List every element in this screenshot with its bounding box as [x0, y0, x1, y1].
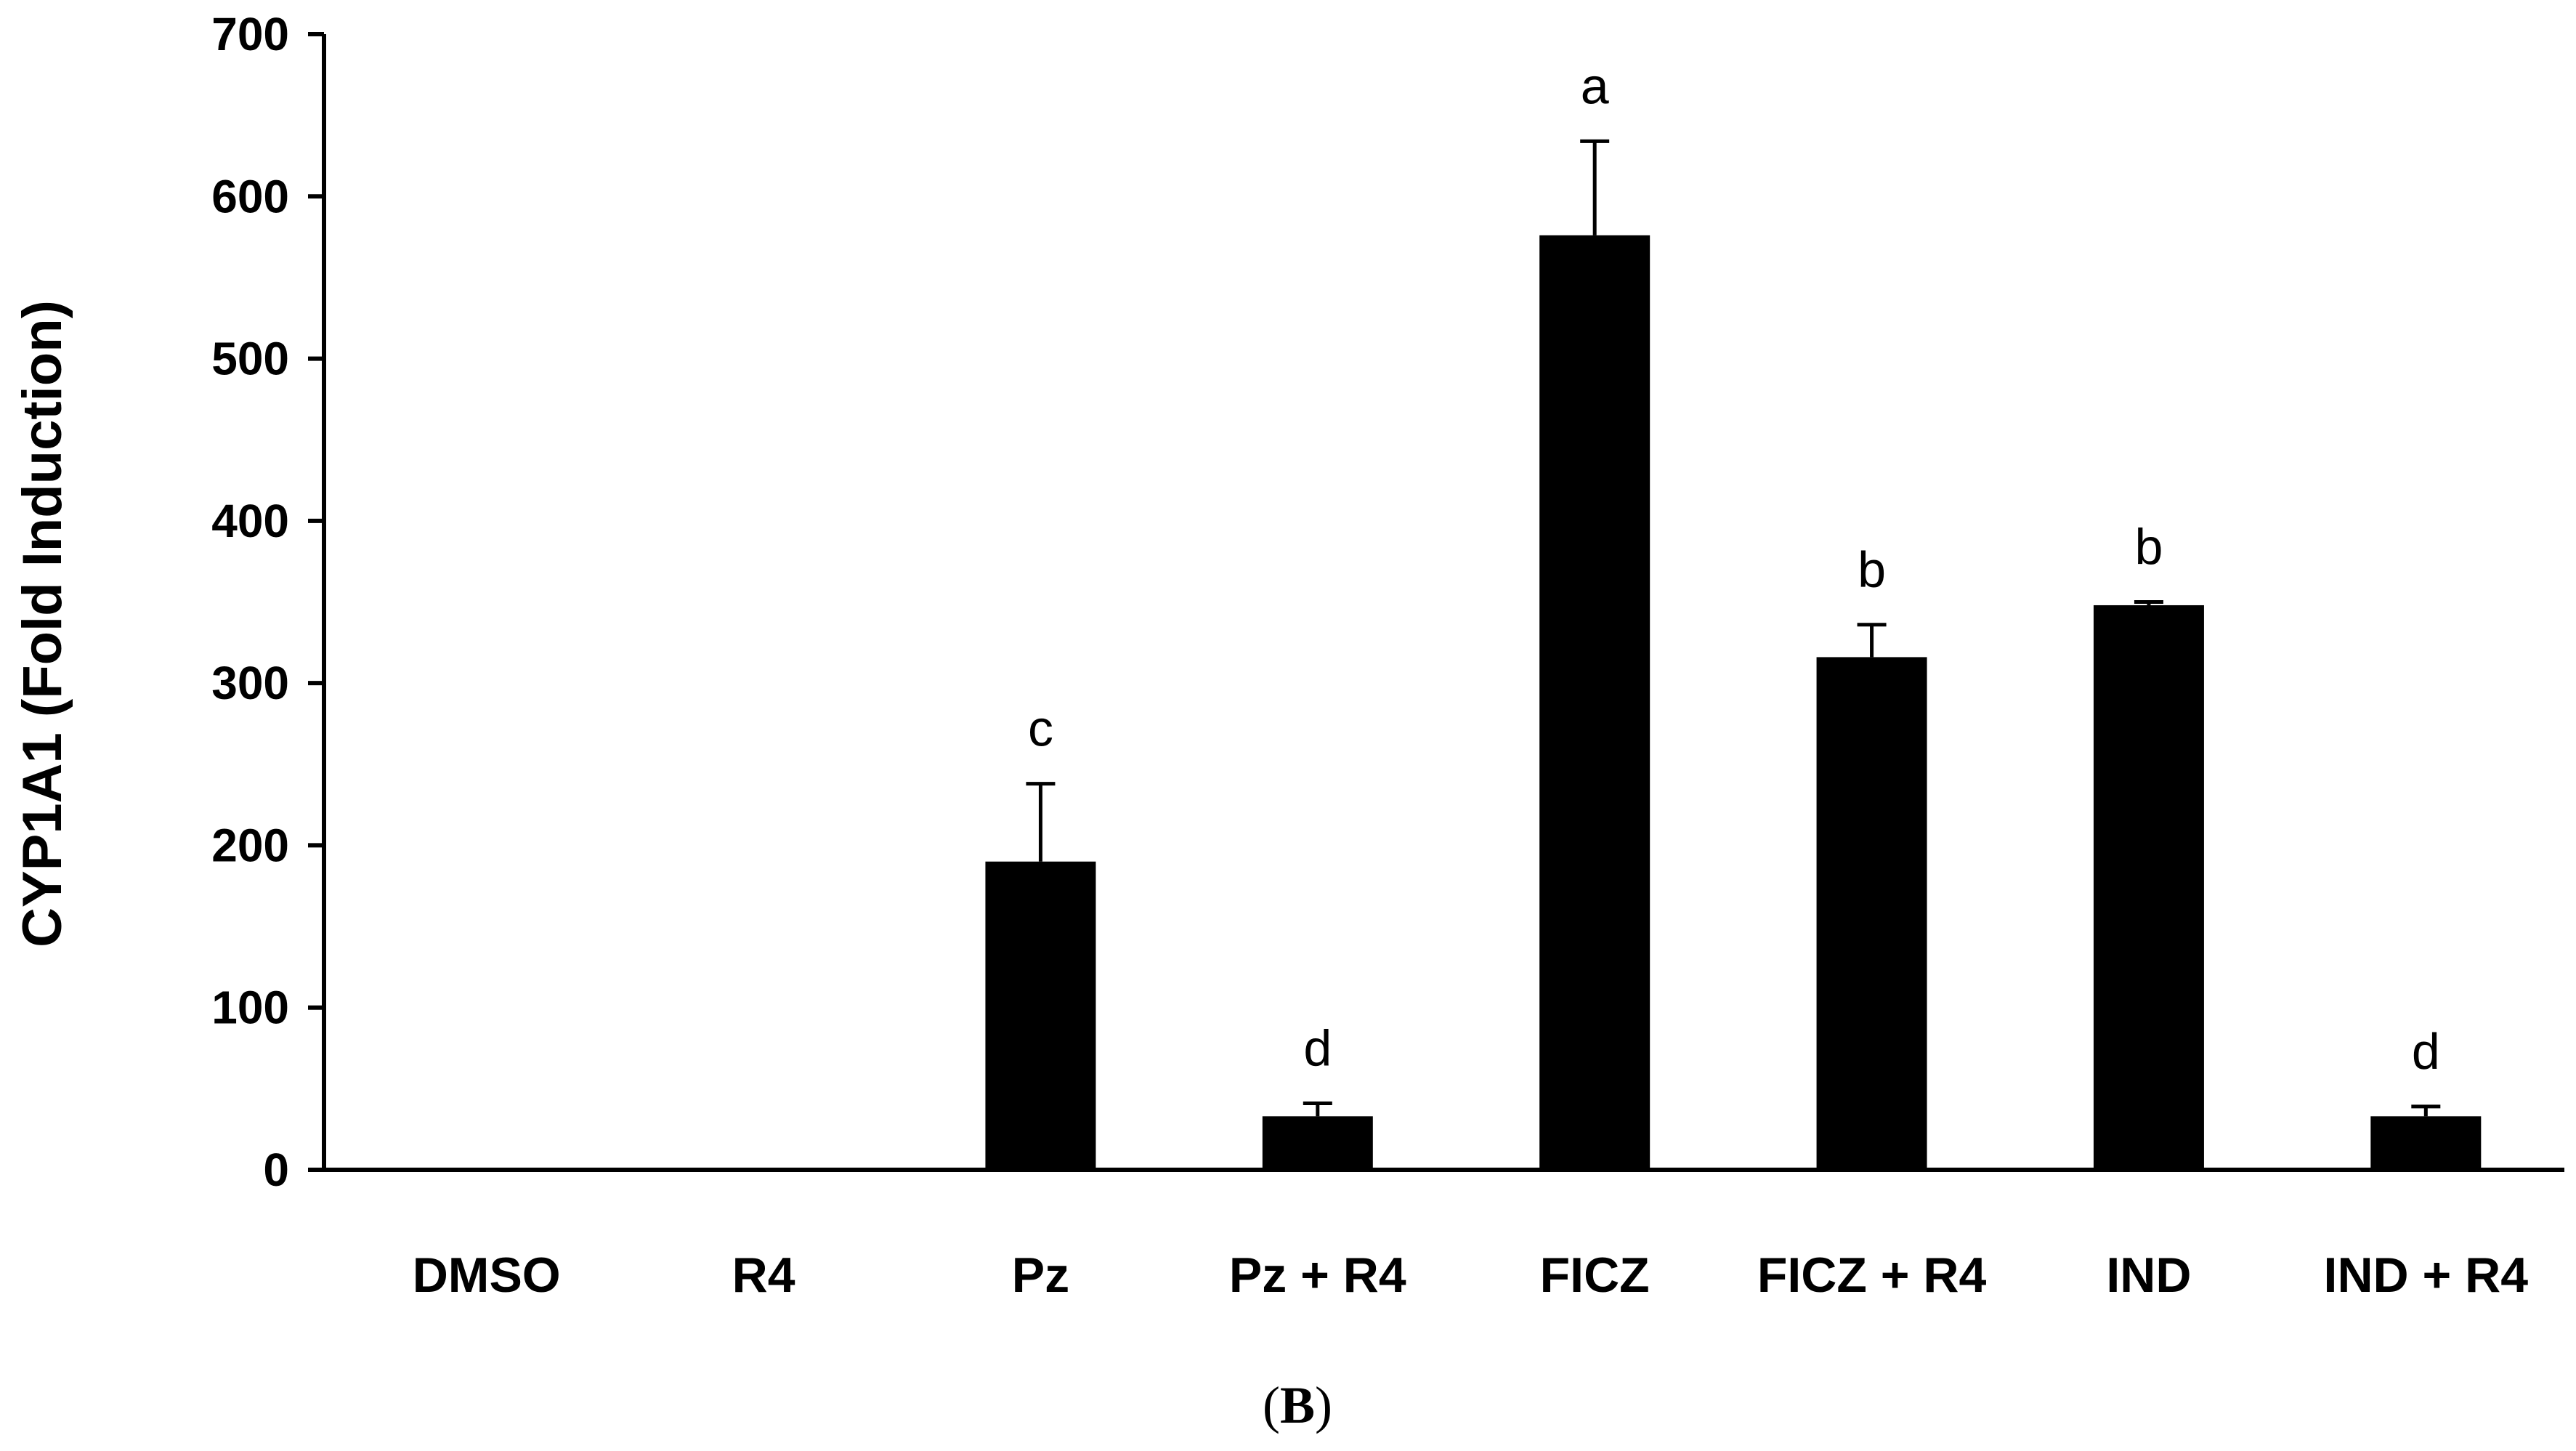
panel-label-letter: B	[1280, 1376, 1315, 1434]
significance-letter: d	[1303, 1019, 1332, 1076]
category-label: IND	[2106, 1248, 2191, 1303]
y-tick-label: 500	[211, 333, 289, 385]
significance-letter: b	[1858, 541, 1886, 598]
significance-letter: d	[2412, 1023, 2440, 1080]
category-label: FICZ + R4	[1757, 1248, 1987, 1303]
bar	[1816, 657, 1927, 1170]
category-label: R4	[732, 1248, 795, 1303]
y-tick-label: 0	[263, 1144, 289, 1196]
bar	[1539, 235, 1650, 1171]
y-axis-label: CYP1A1 (Fold Induction)	[12, 300, 73, 947]
category-labels: DMSO R4 Pz Pz + R4 FICZ FICZ + R4 IND IND + R4	[413, 1248, 2529, 1303]
significance-letters: c d a b b d	[1028, 57, 2440, 1080]
panel-label-open: (	[1263, 1376, 1280, 1434]
y-tick-label: 400	[211, 495, 289, 547]
bar	[2093, 605, 2204, 1170]
category-label: Pz + R4	[1229, 1248, 1406, 1303]
y-axis: 0 100 200 300 400 500 600 700	[211, 8, 2564, 1196]
panel-label: (B)	[1263, 1376, 1332, 1434]
significance-letter: a	[1581, 57, 1609, 114]
y-tick-label: 200	[211, 819, 289, 871]
y-tick-label: 300	[211, 657, 289, 709]
category-label: IND + R4	[2324, 1248, 2529, 1303]
bar	[985, 861, 1096, 1170]
error-bars	[1026, 139, 2441, 1117]
bars	[985, 235, 2482, 1171]
significance-letter: b	[2134, 519, 2163, 575]
y-tick-label: 700	[211, 8, 289, 60]
category-label: FICZ	[1540, 1248, 1650, 1303]
panel-label-close: )	[1315, 1376, 1332, 1434]
y-tick-label: 600	[211, 170, 289, 222]
y-tick-label: 100	[211, 982, 289, 1034]
bar	[1262, 1116, 1373, 1170]
significance-letter: c	[1028, 700, 1053, 757]
category-label: DMSO	[413, 1248, 561, 1303]
category-label: Pz	[1012, 1248, 1069, 1303]
bar	[2370, 1116, 2482, 1170]
